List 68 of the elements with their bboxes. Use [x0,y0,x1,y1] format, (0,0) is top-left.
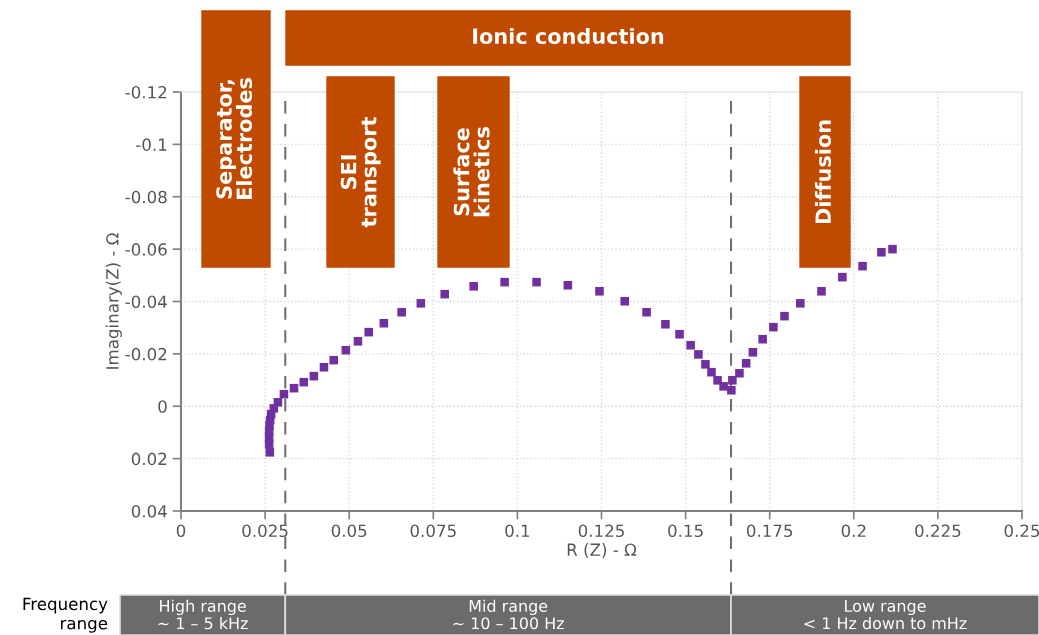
point [595,287,604,296]
point [719,382,728,391]
x-axis-title: R (Z) - Ω [567,543,637,558]
point [727,385,736,395]
y-tick-label: -0.02 [125,347,167,361]
y-axis-title: Imaginary(Z) - Ω [105,233,122,369]
annotation: SEI transport [340,116,381,228]
x-tick-label: 0 [176,524,186,538]
x-tick-label: 0.25 [1004,524,1039,538]
x-tick-label: 0.2 [841,524,866,538]
y-tick-label: -0.1 [136,138,167,151]
y-tick-label: -0.12 [125,85,167,99]
point [748,348,758,357]
point [469,282,478,291]
point [796,299,805,308]
point [858,261,867,271]
point [728,376,737,385]
text: Ionic conduction [473,27,664,45]
annotation: Separator, Electrodes [216,78,253,200]
point [319,362,329,372]
point [701,360,710,369]
point [620,296,629,306]
text: Low range < 1 Hz down to mHz [804,600,967,630]
y-tick-label: -0.08 [125,190,167,204]
y-tick-label: 0 [158,400,167,413]
point [817,287,826,296]
annotation: Diffusion [814,120,832,224]
point [379,318,389,328]
point [694,350,703,359]
point [707,367,716,377]
point [888,244,897,254]
point [769,322,778,332]
point [532,277,541,287]
x-tick-label: 0.125 [578,524,624,538]
text: High range ~ 1 – 5 kHz [158,599,248,630]
y-tick-label: 0.04 [131,504,167,518]
point [661,320,670,329]
point [735,368,744,378]
y-tick-label: -0.04 [125,295,167,309]
point [397,307,406,317]
x-tick-label: 0.075 [410,524,456,538]
point [563,280,573,290]
x-tick-label: 0.225 [915,524,961,538]
point [838,272,847,282]
x-tick-label: 0.175 [746,524,793,538]
x-tick-label: 0.1 [505,524,530,538]
y-tick-label: -0.06 [125,243,167,256]
point [758,334,767,344]
point [273,398,283,407]
point [877,247,886,257]
point [500,277,509,287]
point [686,340,695,350]
text: Mid range ~ 10 – 100 Hz [453,599,564,630]
y-tick-label: 0.02 [131,452,167,466]
point [642,307,651,317]
annotation: Surface kinetics [453,127,490,217]
point [741,359,751,368]
point [329,355,339,365]
x-tick-label: 0.15 [668,524,703,538]
text: Frequency range [23,597,108,633]
point [780,311,789,321]
x-tick-label: 0.025 [242,524,288,538]
point [364,327,373,337]
point [353,337,363,346]
point [440,289,450,299]
x-tick-label: 0.05 [331,524,367,538]
point [416,299,426,308]
point [675,329,684,339]
